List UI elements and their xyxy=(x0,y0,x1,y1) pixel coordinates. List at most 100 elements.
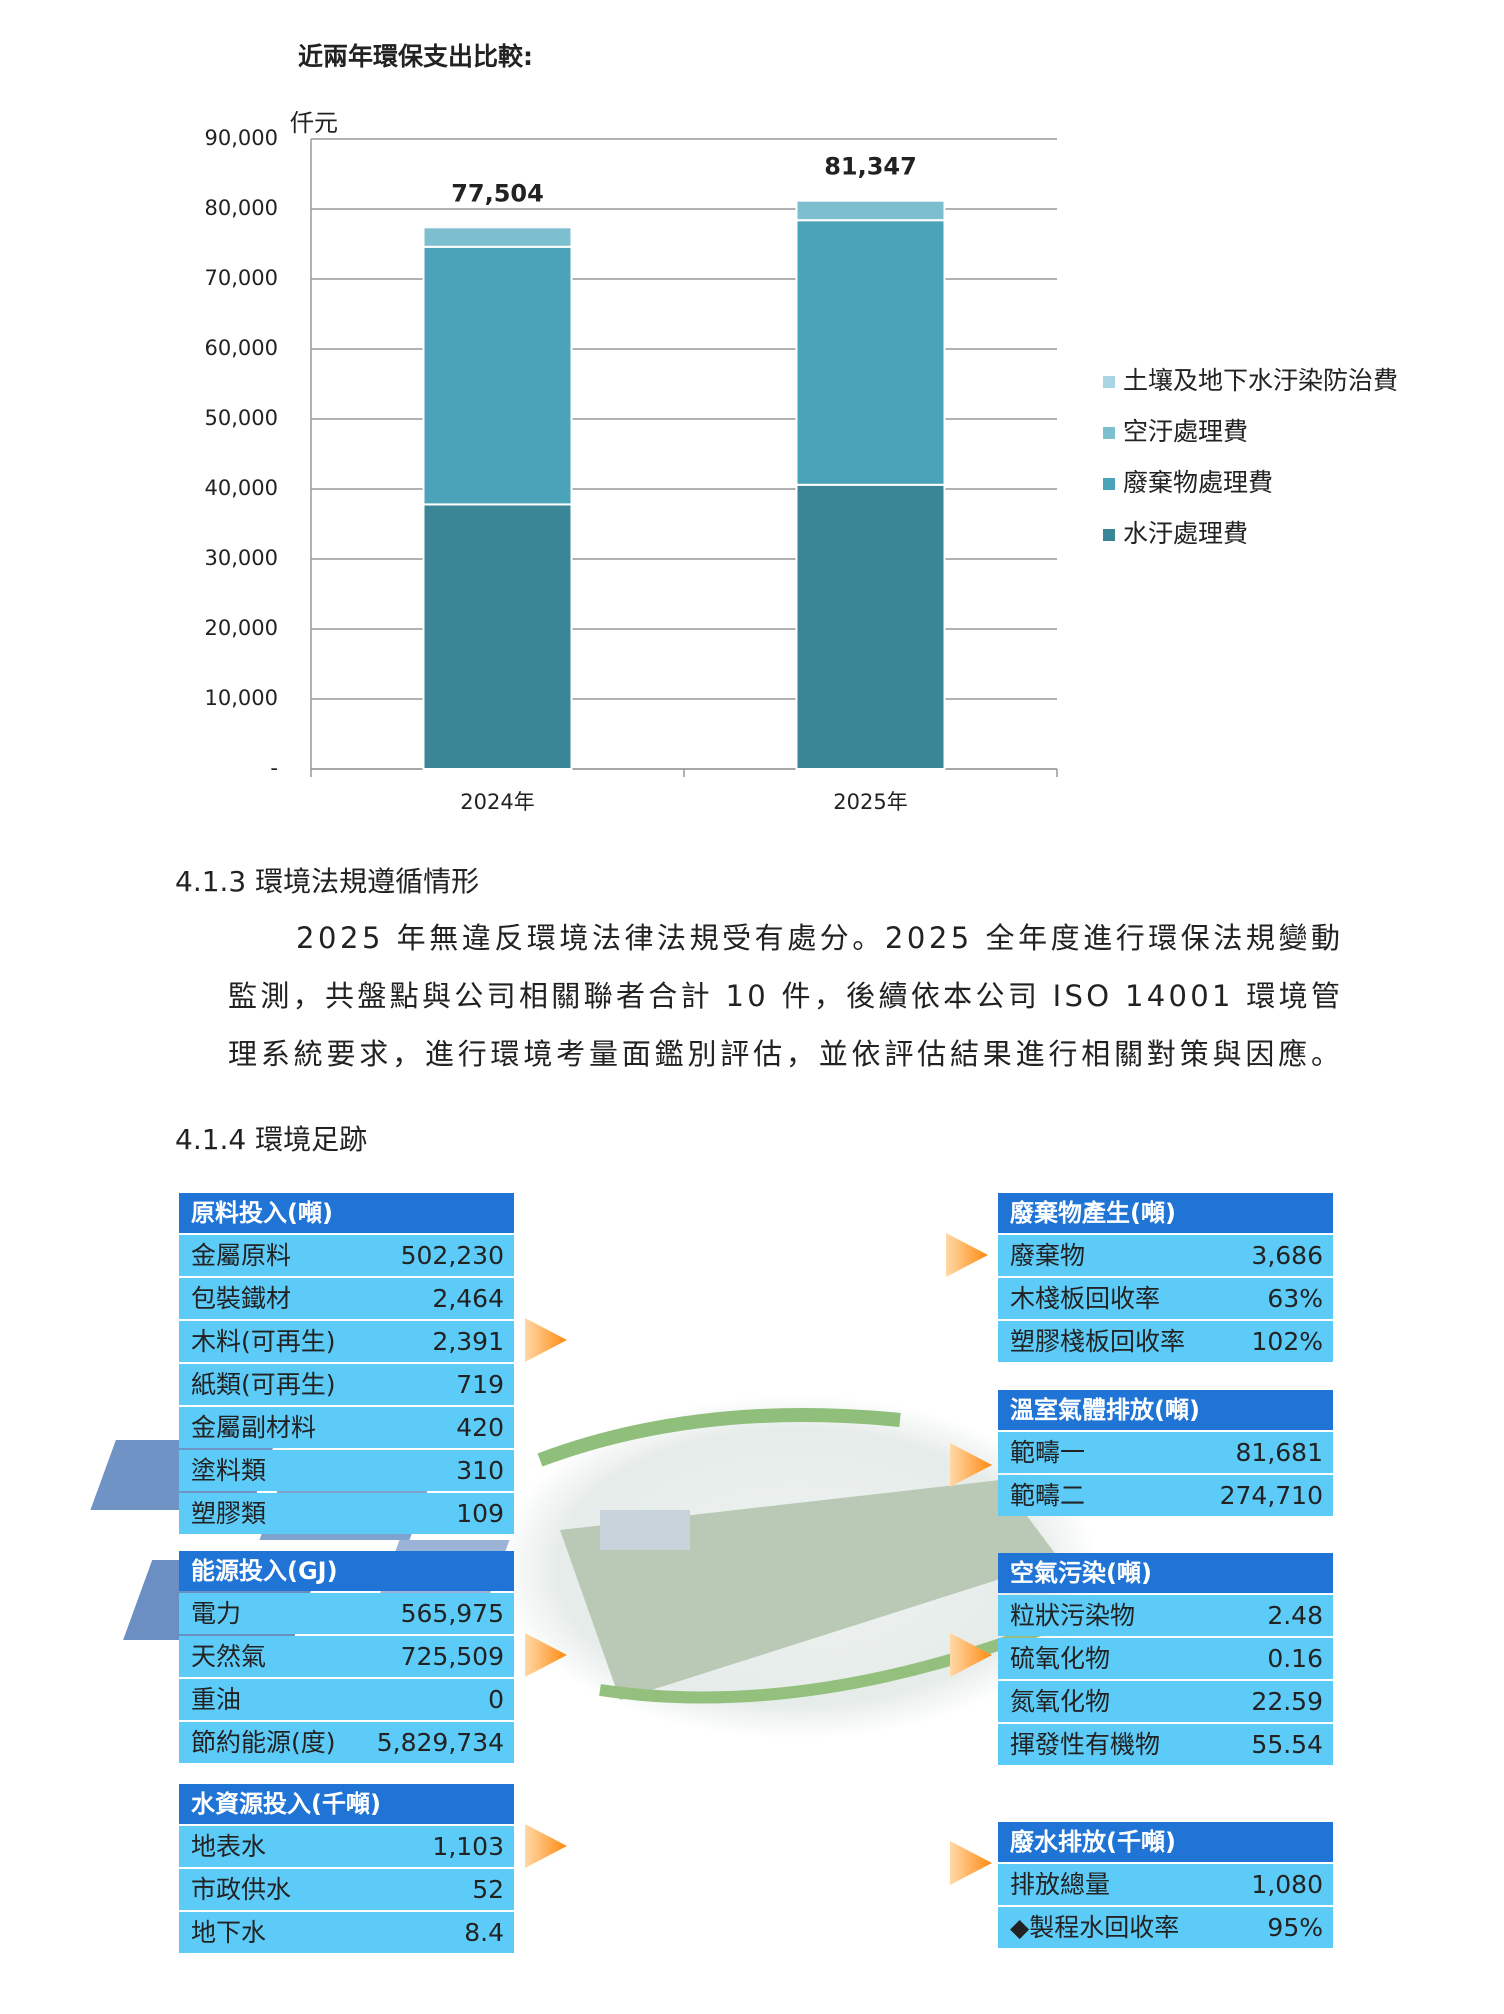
table-row xyxy=(998,1638,1333,1679)
row-label: 粒狀污染物 xyxy=(1010,1601,1135,1630)
table-header xyxy=(179,1193,514,1233)
row-value: 22.59 xyxy=(1251,1687,1323,1716)
table-row xyxy=(998,1907,1333,1948)
row-label: 氮氧化物 xyxy=(1010,1687,1110,1716)
row-label: 塑膠類 xyxy=(191,1499,266,1528)
row-label: 排放總量 xyxy=(1010,1870,1110,1899)
table-header xyxy=(998,1822,1333,1862)
row-value: 5,829,734 xyxy=(377,1728,504,1757)
x-tick-label: 2025年 xyxy=(833,790,907,814)
table-title: 原料投入(噸) xyxy=(191,1199,333,1227)
row-label: ◆製程水回收率 xyxy=(1010,1913,1179,1942)
row-label: 廢棄物 xyxy=(1010,1241,1085,1270)
table-row xyxy=(998,1235,1333,1276)
row-value: 565,975 xyxy=(401,1599,504,1628)
table-row xyxy=(179,1321,514,1362)
row-label: 地表水 xyxy=(191,1832,266,1861)
row-value: 95% xyxy=(1267,1913,1323,1942)
table-title: 溫室氣體排放(噸) xyxy=(1010,1396,1200,1424)
row-label: 範疇二 xyxy=(1010,1481,1085,1510)
y-unit: 仟元 xyxy=(290,109,338,137)
row-label: 木棧板回收率 xyxy=(1010,1284,1160,1313)
arrow-icon xyxy=(950,1841,992,1885)
row-value: 55.54 xyxy=(1251,1730,1323,1759)
y-tick-label: 50,000 xyxy=(205,406,278,430)
row-value: 2,391 xyxy=(432,1327,504,1356)
row-value: 2.48 xyxy=(1267,1601,1323,1630)
row-label: 包裝鐵材 xyxy=(191,1284,291,1313)
table-row xyxy=(179,1722,514,1763)
row-value: 8.4 xyxy=(464,1918,504,1947)
row-value: 109 xyxy=(456,1499,504,1528)
row-value: 310 xyxy=(456,1456,504,1485)
legend-swatch xyxy=(1103,427,1115,439)
y-tick-label: 60,000 xyxy=(205,336,278,360)
row-label: 市政供水 xyxy=(191,1875,291,1904)
table-row xyxy=(998,1595,1333,1636)
table-title: 廢水排放(千噸) xyxy=(1010,1828,1176,1856)
y-tick-label: 10,000 xyxy=(205,686,278,710)
table-row xyxy=(998,1864,1333,1905)
arrow-icon xyxy=(525,1318,567,1362)
row-label: 電力 xyxy=(191,1599,241,1628)
row-value: 3,686 xyxy=(1251,1241,1323,1270)
bar-segment xyxy=(795,199,946,222)
table-row xyxy=(179,1912,514,1953)
row-value: 81,681 xyxy=(1236,1438,1323,1467)
arrow-icon xyxy=(950,1443,992,1487)
bar-segment xyxy=(422,226,573,248)
row-value: 102% xyxy=(1252,1327,1323,1356)
paragraph-line: 2025 年無違反環境法律法規受有處分。2025 全年度進行環保法規變動 xyxy=(296,921,1340,955)
row-value: 274,710 xyxy=(1220,1481,1323,1510)
table-header xyxy=(998,1193,1333,1233)
row-label: 木料(可再生) xyxy=(191,1327,336,1356)
table-row xyxy=(179,1636,514,1677)
legend-label: 空汙處理費 xyxy=(1123,417,1248,446)
table-header xyxy=(179,1784,514,1824)
section-heading: 4.1.4 環境足跡 xyxy=(175,1123,367,1156)
table-row xyxy=(179,1364,514,1405)
y-tick-label: - xyxy=(270,756,278,780)
y-tick-label: 30,000 xyxy=(205,546,278,570)
bar-segment xyxy=(422,225,573,229)
row-value: 63% xyxy=(1267,1284,1323,1313)
table-row xyxy=(998,1681,1333,1722)
legend-swatch xyxy=(1103,529,1115,541)
table-title: 空氣污染(噸) xyxy=(1010,1559,1152,1587)
row-value: 1,080 xyxy=(1251,1870,1323,1899)
row-value: 0.16 xyxy=(1267,1644,1323,1673)
legend-swatch xyxy=(1103,376,1115,388)
y-tick-label: 40,000 xyxy=(205,476,278,500)
table-row xyxy=(179,1493,514,1534)
table-header xyxy=(179,1551,514,1591)
bar-segment xyxy=(422,245,573,506)
table-row xyxy=(179,1407,514,1448)
y-tick-label: 70,000 xyxy=(205,266,278,290)
table-row xyxy=(179,1450,514,1491)
row-label: 硫氧化物 xyxy=(1010,1644,1110,1673)
row-value: 420 xyxy=(456,1413,504,1442)
row-label: 塑膠棧板回收率 xyxy=(1010,1327,1185,1356)
paragraph-line: 理系統要求，進行環境考量面鑑別評估，並依評估結果進行相關對策與因應。 xyxy=(228,1037,1340,1071)
row-value: 1,103 xyxy=(432,1832,504,1861)
table-header xyxy=(998,1553,1333,1593)
table-header xyxy=(998,1390,1333,1430)
arrow-icon xyxy=(525,1633,567,1677)
table-row xyxy=(179,1679,514,1720)
row-label: 天然氣 xyxy=(191,1642,266,1671)
row-label: 金屬副材料 xyxy=(191,1413,316,1442)
y-tick-label: 90,000 xyxy=(205,126,278,150)
row-label: 塗料類 xyxy=(191,1456,266,1485)
row-label: 金屬原料 xyxy=(191,1241,291,1270)
row-label: 揮發性有機物 xyxy=(1010,1730,1160,1759)
legend-label: 廢棄物處理費 xyxy=(1123,468,1273,497)
total-label: 81,347 xyxy=(824,153,917,181)
bar-segment xyxy=(795,219,946,486)
table-title: 廢棄物產生(噸) xyxy=(1010,1199,1176,1227)
bar-segment xyxy=(795,198,946,202)
legend-swatch xyxy=(1103,478,1115,490)
row-label: 地下水 xyxy=(191,1918,266,1947)
table-row xyxy=(998,1432,1333,1473)
y-tick-label: 80,000 xyxy=(205,196,278,220)
